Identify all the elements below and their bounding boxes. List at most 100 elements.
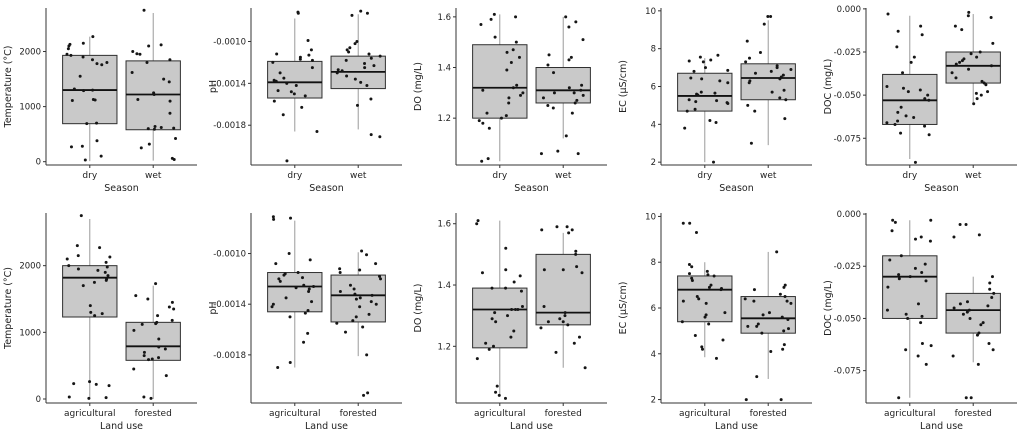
x-tick-label: dry [697, 171, 712, 181]
box-agricultural [882, 255, 938, 319]
panel-ec-season: 2 4 6 8 10 dry wet Season EC (μS/cm) [615, 0, 820, 197]
y-tick-label: -0.0014 [213, 300, 246, 310]
boxplot-svg: -0.0010 -0.0014 -0.0018 agricultural foreste… [208, 213, 402, 432]
box-forested [125, 321, 181, 361]
box-dry [472, 44, 528, 119]
y-tick-label: -0.075 [834, 367, 861, 377]
points-wet [335, 9, 382, 139]
y-axis-title: pH [208, 80, 219, 93]
points-wet [539, 15, 585, 156]
box-dry [677, 72, 733, 112]
points-dry [271, 10, 319, 163]
y-tick-label: 2000 [19, 48, 41, 58]
points-forested [743, 250, 793, 402]
y-tick-label: 1.2 [437, 342, 451, 352]
y-tick-label: 1000 [19, 328, 41, 338]
x-axis-title: Land use [305, 421, 348, 432]
y-axis-title: EC (μS/cm) [618, 282, 629, 335]
panel-temperature-landuse: 0 1000 2000 agricultural forested Land use Tem… [0, 197, 205, 437]
x-tick-label: agricultural [679, 409, 731, 419]
x-axis-title: Land use [715, 421, 758, 432]
points-agricultural [475, 219, 524, 400]
y-tick-label: -0.0018 [213, 121, 246, 131]
x-tick-label: wet [760, 171, 777, 181]
y-axis-title: EC (μS/cm) [618, 60, 629, 113]
panel-ec-landuse: 2 4 6 8 10 agricultural forested Land use EC (μS… [615, 197, 820, 437]
y-tick-label: 0 [36, 158, 41, 168]
x-axis-title: Land use [920, 421, 963, 432]
box-forested [945, 292, 1001, 334]
x-axis-title: Land use [510, 421, 553, 432]
boxplot-svg: 1.2 1.4 1.6 agricultural forested Land use DO … [413, 213, 607, 432]
points-forested [539, 225, 587, 370]
y-tick-label: 6 [651, 304, 656, 314]
box-forested [535, 253, 591, 326]
y-axis-title: Temperature (°C) [3, 267, 14, 350]
y-tick-label: -0.0010 [213, 250, 246, 260]
x-tick-label: wet [145, 171, 162, 181]
panel-do-landuse: 1.2 1.4 1.6 agricultural forested Land use DO … [410, 197, 615, 437]
x-tick-label: dry [492, 171, 507, 181]
points-wet [130, 8, 178, 161]
x-tick-label: agricultural [269, 409, 321, 419]
x-tick-label: wet [555, 171, 572, 181]
season-row: 0 1000 2000 dry wet Season Temperature (°C) -0… [0, 0, 1024, 197]
x-axis-title: Land use [100, 421, 143, 432]
y-tick-label: 2 [651, 396, 656, 406]
y-tick-label: 2000 [19, 262, 41, 272]
points-wet [950, 10, 995, 106]
y-tick-label: 1.4 [437, 281, 451, 291]
y-tick-label: 8 [651, 45, 656, 55]
points-agricultural [65, 214, 112, 400]
points-forested [951, 222, 996, 400]
x-tick-label: forested [340, 409, 377, 419]
x-tick-label: forested [750, 409, 787, 419]
y-tick-label: 1.4 [437, 64, 451, 74]
panel-doc-landuse: 0.000 -0.025 -0.050 -0.075 agricultural fores… [820, 197, 1024, 437]
y-tick-label: 8 [651, 258, 656, 268]
points-forested [132, 282, 176, 400]
panel-ph-landuse: -0.0010 -0.0014 -0.0018 agricultural foreste… [205, 197, 410, 437]
boxplot-svg: 0.000 -0.025 -0.050 -0.075 dry wet Season DOC (… [823, 5, 1017, 194]
x-tick-label: dry [902, 171, 917, 181]
points-dry [885, 12, 931, 164]
y-axis-title: DOC (mg/L) [823, 280, 834, 336]
boxplot-svg: 0 1000 2000 agricultural forested Land use Tem… [3, 213, 197, 432]
panel-do-season: 1.2 1.4 1.6 dry wet Season DO (mg/L) [410, 0, 615, 197]
points-wet [744, 15, 793, 145]
x-tick-label: dry [287, 171, 302, 181]
panel-doc-season: 0.000 -0.025 -0.050 -0.075 dry wet Season DOC (… [820, 0, 1024, 197]
y-tick-label: 2 [651, 158, 656, 168]
box-agricultural [62, 265, 118, 318]
points-dry [683, 53, 730, 164]
x-tick-label: wet [350, 171, 367, 181]
box-forested [330, 274, 386, 323]
box-agricultural [472, 287, 528, 349]
x-axis-title: Season [719, 183, 753, 194]
y-tick-label: -0.0018 [213, 351, 246, 361]
boxplot-svg: 0 1000 2000 dry wet Season Temperature (°C) [3, 8, 197, 194]
y-tick-label: -0.050 [834, 91, 861, 101]
x-tick-label: agricultural [64, 409, 116, 419]
boxplot-svg: 2 4 6 8 10 dry wet Season EC (μS/cm) [618, 7, 812, 194]
points-forested [335, 249, 383, 397]
box-agricultural [677, 275, 733, 323]
y-axis-title: DO (mg/L) [413, 62, 424, 111]
box-agricultural [267, 272, 323, 313]
y-tick-label: 10 [645, 7, 656, 17]
y-tick-label: 1.6 [437, 220, 451, 230]
y-axis-title: DOC (mg/L) [823, 59, 834, 115]
y-tick-label: -0.050 [834, 314, 861, 324]
x-tick-label: agricultural [474, 409, 526, 419]
points-dry [65, 35, 109, 162]
panel-temperature-season: 0 1000 2000 dry wet Season Temperature (°C) [0, 0, 205, 197]
y-axis-title: pH [208, 301, 219, 314]
points-agricultural [270, 215, 316, 370]
boxplot-svg: -0.0010 -0.0014 -0.0018 dry wet Season pH [208, 8, 402, 194]
y-tick-label: 1.6 [437, 13, 451, 23]
boxplot-svg: 2 4 6 8 10 agricultural forested Land use EC (μS… [618, 212, 812, 432]
y-tick-label: -0.025 [834, 48, 861, 58]
y-axis-title: Temperature (°C) [3, 46, 14, 129]
x-axis-title: Season [924, 183, 958, 194]
